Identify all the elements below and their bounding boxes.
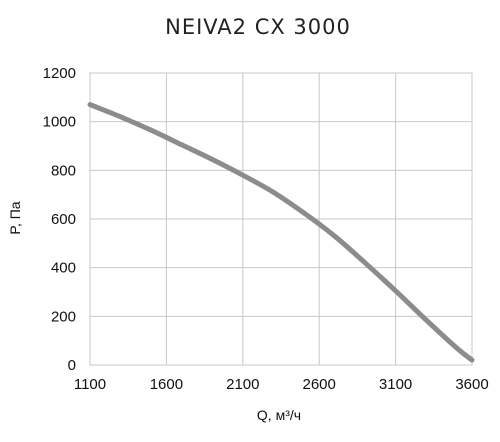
y-tick-label: 800 bbox=[51, 162, 76, 179]
x-axis-ticks: 1100 1600 2100 2600 3100 3600 bbox=[74, 376, 489, 393]
x-tick-label: 2600 bbox=[303, 376, 336, 393]
x-tick-label: 1600 bbox=[150, 376, 183, 393]
x-tick-label: 1100 bbox=[74, 376, 106, 393]
y-tick-label: 600 bbox=[51, 211, 76, 228]
y-tick-label: 1000 bbox=[43, 114, 76, 131]
y-axis-ticks: 0 200 400 600 800 1000 1200 bbox=[43, 65, 76, 374]
chart-title: NEIVA2 CX 3000 bbox=[165, 15, 351, 39]
y-tick-label: 0 bbox=[68, 357, 76, 374]
series-line bbox=[87, 102, 475, 363]
y-tick-label: 400 bbox=[51, 260, 76, 277]
grid bbox=[89, 72, 473, 366]
y-tick-label: 1200 bbox=[43, 65, 76, 82]
y-axis-label: P, Па bbox=[7, 201, 23, 234]
x-tick-label: 3600 bbox=[455, 376, 488, 393]
x-tick-label: 2100 bbox=[226, 376, 259, 393]
x-axis-label: Q, м³/ч bbox=[257, 407, 301, 423]
y-tick-label: 200 bbox=[51, 308, 76, 325]
x-tick-label: 3100 bbox=[379, 376, 412, 393]
series-layer bbox=[87, 102, 475, 363]
